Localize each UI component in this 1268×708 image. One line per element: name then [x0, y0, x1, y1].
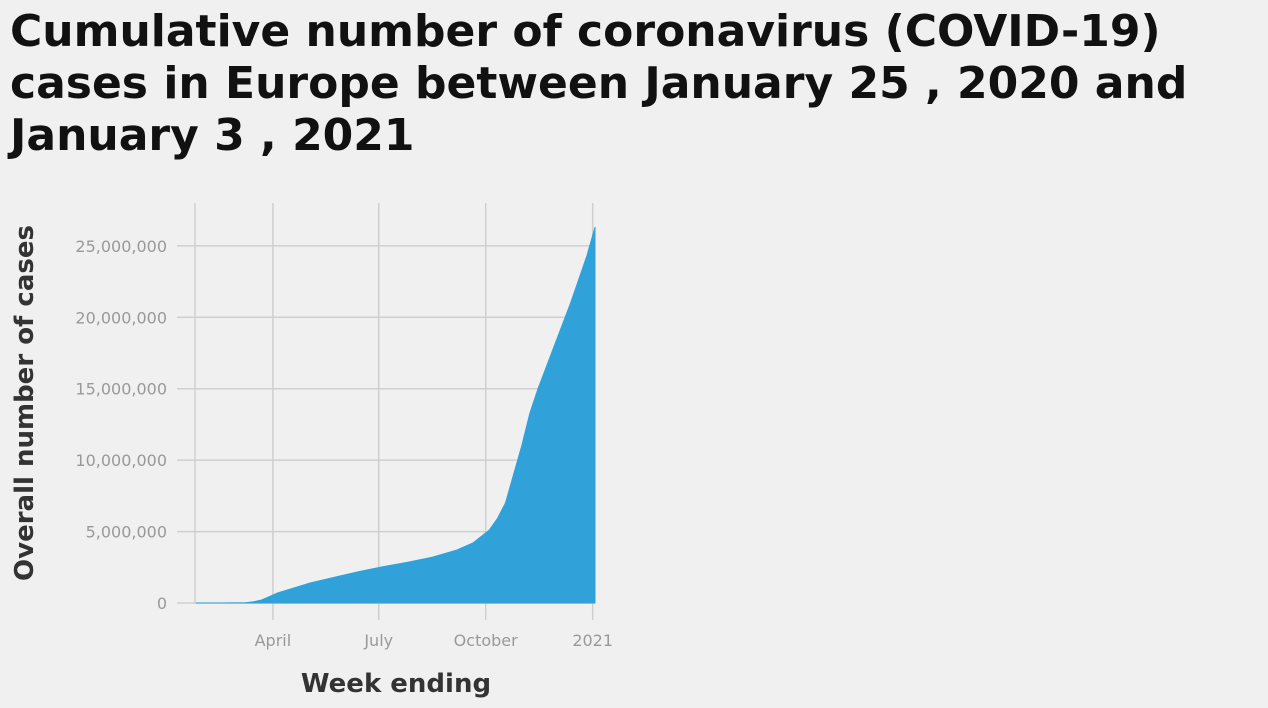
- y-tick-label-2: 10,000,000: [75, 451, 167, 470]
- y-axis-ticks: 0 5,000,000 10,000,000 15,000,000 20,000,000…: [75, 237, 167, 613]
- y-tick-label-0: 0: [157, 594, 167, 613]
- x-tick-label-2: October: [454, 631, 518, 650]
- x-axis-title: Week ending: [301, 669, 491, 699]
- y-tick-label-4: 20,000,000: [75, 308, 167, 327]
- y-tick-label-5: 25,000,000: [75, 237, 167, 256]
- x-tick-label-1: July: [363, 631, 393, 650]
- chart-title: Cumulative number of coronavirus (COVID-…: [10, 6, 1188, 161]
- x-tick-label-3: 2021: [572, 631, 613, 650]
- x-axis-ticks: April July October 2021: [255, 631, 613, 650]
- y-tick-label-1: 5,000,000: [86, 523, 167, 542]
- x-tick-label-0: April: [255, 631, 292, 650]
- cases-area: [195, 226, 596, 604]
- y-axis-title: Overall number of cases: [10, 225, 40, 581]
- y-tick-label-3: 15,000,000: [75, 380, 167, 399]
